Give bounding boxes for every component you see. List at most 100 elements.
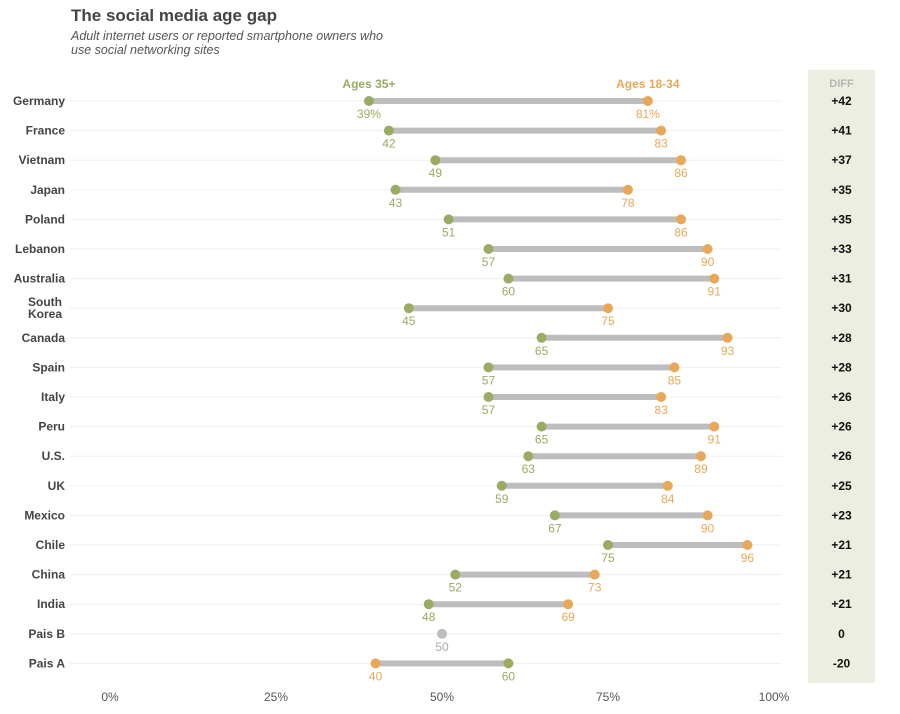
country-label-line: Korea (28, 307, 62, 321)
chart-subtitle: Adult internet users or reported smartph… (71, 29, 383, 57)
older-dot (523, 451, 534, 462)
older-value-label: 60 (502, 285, 516, 299)
country-label: Pais B (28, 627, 65, 641)
older-value-label: 50 (435, 640, 449, 654)
x-tick-label: 100% (759, 690, 790, 704)
country-label: Japan (30, 183, 65, 197)
country-label: Lebanon (15, 242, 65, 256)
younger-value-label: 93 (721, 344, 735, 358)
x-tick-label: 25% (264, 690, 288, 704)
older-dot (503, 273, 514, 284)
younger-dot (702, 510, 713, 521)
younger-dot (695, 451, 706, 462)
older-dot (423, 599, 434, 610)
older-dot (536, 332, 547, 343)
younger-dot (662, 480, 673, 491)
diff-value: +25 (831, 479, 852, 493)
older-dot (536, 421, 547, 432)
younger-dot (676, 155, 687, 166)
country-label: Chile (36, 538, 66, 552)
legend-younger: Ages 18-34 (616, 77, 680, 91)
younger-value-label: 78 (621, 196, 635, 210)
equal-dot (437, 628, 447, 639)
country-label: U.S. (42, 449, 65, 463)
younger-value-label: 73 (588, 581, 602, 595)
diff-value: +28 (831, 360, 852, 374)
older-value-label: 45 (402, 314, 416, 328)
older-value-label: 67 (548, 521, 562, 535)
country-label: Australia (14, 272, 66, 286)
older-value-label: 48 (422, 610, 436, 624)
older-dot (603, 540, 613, 550)
younger-value-label: 84 (661, 492, 675, 506)
diff-value: +35 (831, 212, 852, 226)
diff-value: +23 (831, 508, 852, 522)
younger-dot (676, 214, 687, 225)
older-dot (403, 303, 414, 314)
country-label-line: South (28, 295, 62, 309)
diff-panel (808, 70, 875, 683)
older-value-label: 60 (502, 669, 516, 683)
younger-dot (709, 273, 720, 284)
diff-value: +28 (831, 331, 852, 345)
younger-value-label: 90 (701, 521, 715, 535)
older-dot (496, 480, 507, 491)
younger-dot (370, 658, 381, 669)
x-tick-label: 75% (596, 690, 620, 704)
younger-value-label: 91 (708, 285, 722, 299)
diff-value: +21 (831, 568, 852, 582)
younger-dot (669, 362, 680, 373)
diff-value: +26 (831, 449, 852, 463)
diff-value: -20 (833, 656, 851, 670)
country-label: Canada (22, 331, 66, 345)
country-label: Vietnam (19, 153, 65, 167)
younger-dot (603, 303, 613, 314)
diff-value: 0 (838, 627, 845, 641)
older-dot (549, 510, 560, 521)
older-dot (430, 155, 441, 166)
x-tick-label: 50% (430, 690, 454, 704)
older-dot (363, 96, 374, 106)
diff-value: +26 (831, 420, 852, 434)
older-value-label: 65 (535, 433, 549, 447)
younger-value-label: 89 (694, 462, 708, 476)
older-dot (390, 184, 401, 195)
older-value-label: 57 (482, 403, 496, 417)
older-dot (483, 392, 494, 402)
country-label: South Korea (28, 295, 62, 321)
older-dot (483, 244, 494, 254)
diff-value: +37 (831, 153, 852, 167)
younger-value-label: 83 (654, 403, 668, 417)
older-dot (450, 569, 461, 580)
younger-dot (589, 569, 600, 580)
diff-header: DIFF (829, 78, 854, 90)
older-value-label: 52 (449, 581, 463, 595)
younger-dot (656, 125, 667, 136)
younger-dot (563, 599, 574, 610)
younger-value-label: 75 (601, 314, 615, 328)
country-label: Peru (38, 420, 65, 434)
older-value-label: 43 (389, 196, 403, 210)
older-dot (383, 125, 394, 136)
younger-value-label: 86 (674, 225, 688, 239)
diff-value: +26 (831, 390, 852, 404)
younger-value-label: 90 (701, 255, 715, 269)
older-value-label: 39% (357, 107, 381, 121)
younger-value-label: 83 (654, 137, 668, 151)
younger-dot (722, 332, 733, 343)
diff-value: +33 (831, 242, 852, 256)
diff-value: +21 (831, 538, 852, 552)
younger-value-label: 69 (561, 610, 575, 624)
older-value-label: 42 (382, 137, 396, 151)
older-value-label: 49 (429, 166, 443, 180)
younger-value-label: 40 (369, 669, 383, 683)
diff-value: +21 (831, 597, 852, 611)
older-value-label: 63 (522, 462, 536, 476)
diff-value: +30 (831, 301, 852, 315)
younger-dot (709, 421, 720, 432)
younger-value-label: 96 (741, 551, 755, 565)
older-dot (443, 214, 454, 225)
country-label: UK (48, 479, 66, 493)
country-label: Pais A (29, 656, 66, 670)
younger-dot (656, 392, 667, 402)
